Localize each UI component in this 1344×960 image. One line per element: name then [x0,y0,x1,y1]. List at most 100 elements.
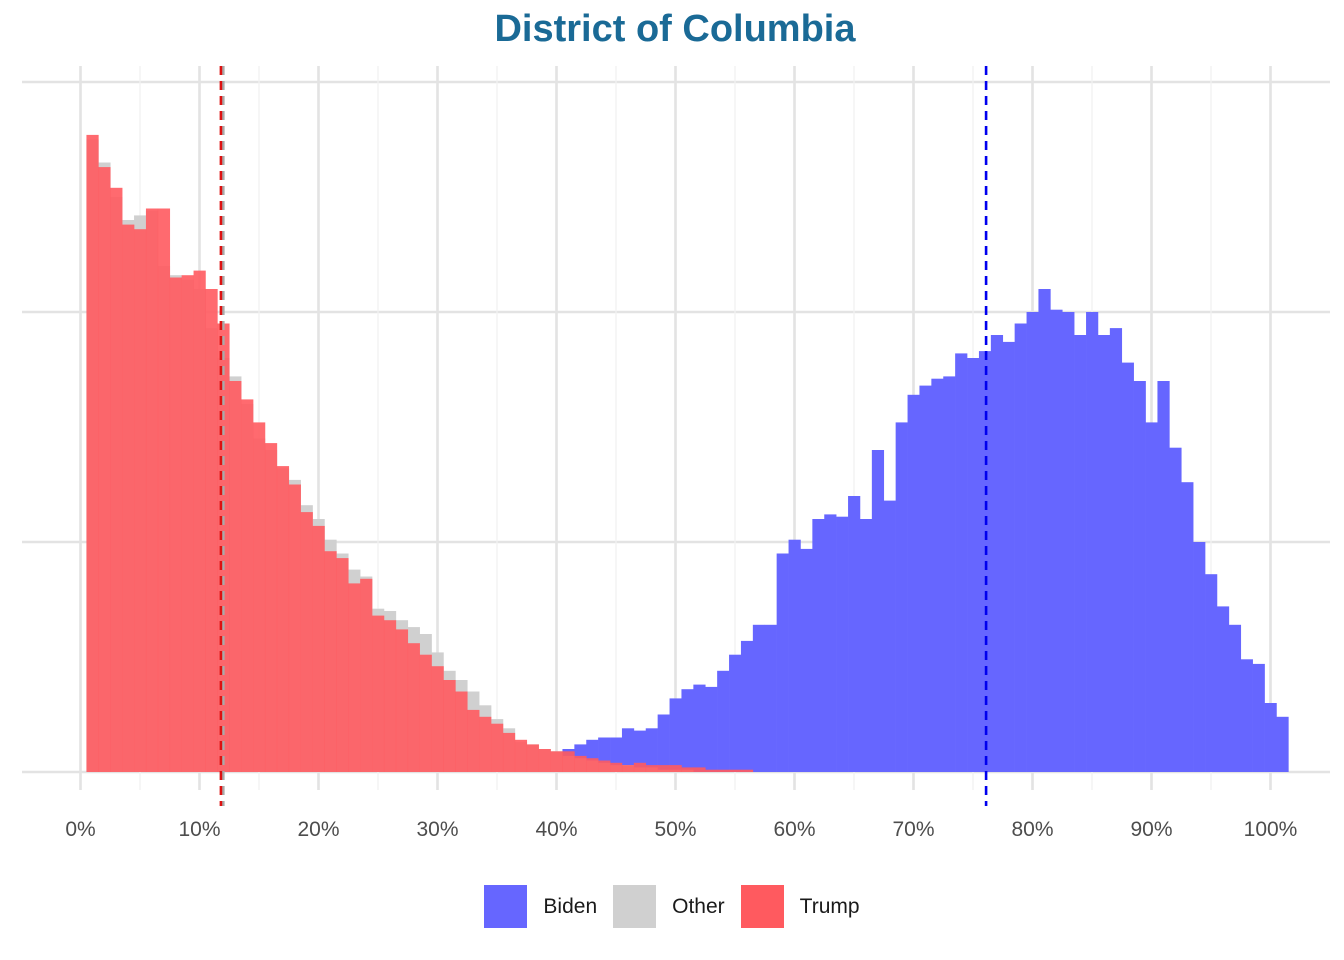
bar-biden-53 [717,670,730,772]
plot-area: 0% 10% 20% 30% 40% 50% 60% 70% 80% 90% 100% [22,66,1330,841]
bar-trump-4 [134,229,147,772]
legend-key-trump [740,885,784,928]
bar-biden-92 [1181,482,1194,772]
bar-biden-61 [812,519,825,772]
bar-trump-47 [645,765,658,772]
bar-trump-29 [431,666,444,772]
bar-trump-28 [419,654,432,772]
bar-biden-68 [895,422,908,772]
x-tick-label: 100% [1244,818,1298,841]
bar-biden-57 [764,624,777,772]
bar-biden-60 [800,548,813,772]
bar-trump-14 [253,422,266,772]
bar-trump-22 [348,583,361,772]
bar-biden-69 [907,394,920,772]
bar-trump-9 [193,270,206,772]
bar-biden-96 [1228,624,1242,772]
bar-biden-97 [1240,659,1253,772]
bar-biden-99 [1264,703,1277,772]
bar-trump-17 [288,484,301,772]
bar-trump-8 [181,275,194,772]
bar-trump-24 [372,615,385,772]
bar-trump-26 [395,629,409,772]
mean-lines [219,66,988,806]
legend-label-biden: Biden [543,894,598,918]
bar-biden-95 [1216,606,1230,772]
bar-trump-34 [491,723,504,772]
bar-biden-86 [1109,328,1123,772]
bar-trump-51 [693,767,706,772]
bar-trump-40 [562,751,575,772]
bar-biden-59 [788,539,801,772]
bar-trump-36 [514,739,528,772]
x-tick-label: 0% [65,818,95,841]
bar-biden-84 [1086,312,1099,772]
bar-biden-62 [824,514,837,772]
bar-biden-78 [1014,323,1027,772]
legend-item-biden: Biden [484,885,597,928]
bar-biden-87 [1121,362,1134,772]
bar-trump-19 [312,525,325,772]
x-tick-label: 40% [535,818,577,841]
bar-trump-42 [586,758,599,772]
bar-trump-50 [681,767,694,772]
bar-biden-54 [729,654,742,772]
bar-trump-43 [598,760,611,772]
legend-label-other: Other [672,894,725,918]
bar-biden-72 [943,376,956,772]
bar-biden-100 [1276,716,1289,772]
bar-biden-67 [883,500,896,772]
x-tick-label: 30% [416,818,458,841]
bar-trump-37 [526,744,539,772]
bar-trump-0 [86,134,99,772]
series-biden [479,289,1289,772]
bar-trump-31 [455,691,468,772]
bar-trump-25 [383,620,397,772]
bar-biden-85 [1097,335,1111,772]
bar-biden-70 [919,385,932,772]
bar-biden-93 [1193,542,1206,772]
histogram-bars [86,134,1289,773]
bar-trump-48 [657,765,670,772]
bar-trump-49 [669,765,682,772]
bar-biden-77 [1002,341,1015,772]
bar-biden-94 [1205,574,1218,772]
bar-biden-74 [967,358,980,772]
bar-trump-13 [241,399,254,772]
bar-trump-52 [705,769,718,772]
bar-biden-90 [1157,381,1170,772]
bar-biden-91 [1169,447,1182,772]
bar-trump-27 [407,643,420,772]
bar-trump-20 [324,551,337,772]
bar-biden-66 [871,450,885,772]
bar-trump-6 [157,208,171,772]
bar-biden-81 [1050,309,1063,772]
bar-biden-52 [705,686,718,772]
legend: Biden Other Trump [0,885,1344,928]
bar-biden-63 [836,516,849,772]
bar-biden-45 [621,728,635,772]
bar-trump-5 [145,208,159,772]
bar-biden-98 [1252,663,1265,772]
bar-trump-2 [110,187,123,773]
bar-trump-3 [122,224,135,773]
bar-trump-45 [621,765,635,772]
bar-trump-35 [502,732,516,772]
bar-trump-1 [98,167,111,773]
bar-trump-18 [300,512,313,772]
bar-trump-54 [729,769,742,772]
bar-biden-46 [633,730,647,772]
bar-biden-58 [776,553,789,772]
bar-trump-23 [360,578,373,772]
bar-trump-32 [467,709,480,772]
chart-title: District of Columbia [494,8,856,50]
x-tick-label: 60% [773,818,815,841]
x-tick-label: 80% [1011,818,1053,841]
bar-biden-88 [1133,381,1146,772]
bar-biden-50 [681,689,694,772]
bar-trump-33 [479,716,492,772]
bar-biden-49 [669,698,682,772]
bar-trump-21 [336,558,349,772]
bar-biden-76 [990,335,1004,772]
x-tick-label: 70% [892,818,934,841]
